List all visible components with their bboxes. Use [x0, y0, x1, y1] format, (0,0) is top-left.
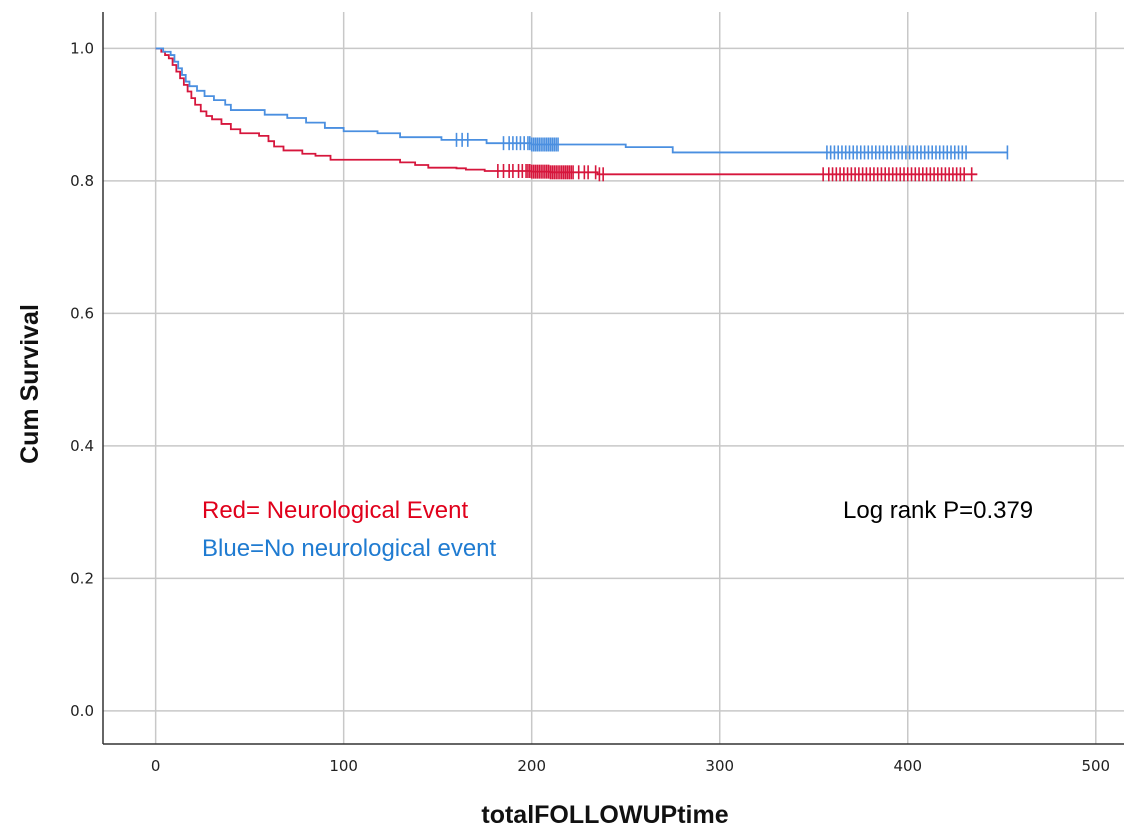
x-tick-label: 300 — [705, 757, 734, 775]
x-tick-label: 500 — [1081, 757, 1110, 775]
logrank-annotation: Log rank P=0.379 — [843, 497, 1033, 524]
grid-lines — [103, 12, 1124, 744]
blue-legend-annotation: Blue=No neurological event — [202, 535, 497, 562]
y-tick-label: 0.0 — [70, 702, 94, 720]
survival-curve-red — [155, 47, 978, 176]
x-tick-labels: 0 100 200 300 400 500 — [151, 757, 1110, 775]
red-legend-annotation: Red= Neurological Event — [202, 497, 468, 524]
y-tick-label: 0.8 — [70, 172, 94, 190]
y-tick-label: 0.6 — [70, 304, 94, 322]
survival-curves — [155, 47, 1009, 182]
survival-curve-blue — [155, 47, 1008, 154]
x-tick-label: 200 — [517, 757, 546, 775]
x-tick-label: 100 — [329, 757, 358, 775]
x-tick-label: 400 — [893, 757, 922, 775]
x-tick-label: 0 — [151, 757, 161, 775]
axes — [102, 12, 1124, 745]
y-tick-label: 0.4 — [70, 437, 94, 455]
x-axis-label: totalFOLLOWUPtime — [481, 801, 728, 829]
y-axis-label: Cum Survival — [16, 304, 44, 464]
y-tick-label: 0.2 — [70, 569, 94, 587]
y-tick-label: 1.0 — [70, 39, 94, 57]
y-tick-labels: 0.0 0.2 0.4 0.6 0.8 1.0 — [70, 39, 94, 719]
